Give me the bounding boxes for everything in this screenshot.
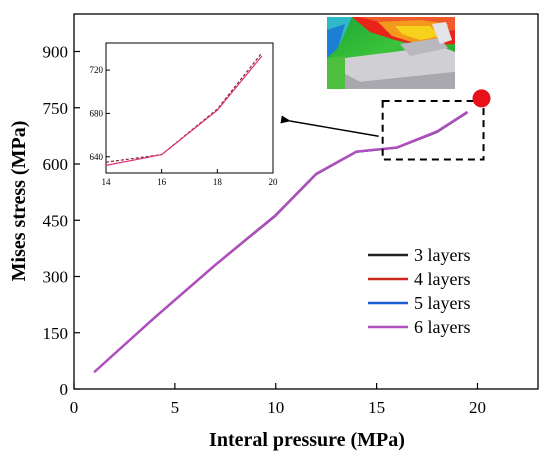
legend-label: 5 layers [414, 293, 470, 313]
inset-chart: 14 16 18 20 640 680 720 [90, 42, 279, 187]
x-axis-title: Interal pressure (MPa) [209, 429, 405, 451]
y-tick-label: 450 [43, 211, 69, 230]
y-axis-ticks: 0 150 300 450 600 750 900 [43, 43, 80, 399]
y-tick-label: 750 [43, 99, 69, 118]
legend-label: 4 layers [414, 269, 470, 289]
x-tick-label: 10 [267, 398, 284, 417]
x-tick-label: 20 [469, 398, 486, 417]
legend-label: 3 layers [414, 245, 470, 265]
stress-contour-image [327, 17, 455, 89]
y-tick-label: 0 [60, 380, 69, 399]
inset-ticks: 14 16 18 20 640 680 720 [90, 65, 279, 187]
inset-x-tick-label: 20 [269, 177, 279, 187]
legend: 3 layers 4 layers 5 layers 6 layers [368, 245, 470, 337]
x-tick-label: 15 [368, 398, 385, 417]
zoom-region-box [381, 100, 485, 161]
y-tick-label: 600 [43, 155, 69, 174]
legend-label: 6 layers [414, 317, 470, 337]
inset-y-tick-label: 640 [90, 152, 104, 162]
x-tick-label: 0 [70, 398, 79, 417]
x-tick-label: 5 [171, 398, 180, 417]
series-line-4 [93, 110, 469, 373]
y-tick-label: 300 [43, 268, 69, 287]
inset-x-tick-label: 14 [102, 177, 112, 187]
inset-x-tick-label: 16 [157, 177, 167, 187]
inset-x-tick-label: 18 [213, 177, 223, 187]
zoom-arrow [280, 115, 379, 137]
inset-series-line-2 [105, 55, 263, 166]
main-series-group [93, 110, 469, 373]
annotation-group [280, 89, 491, 161]
y-tick-label: 150 [43, 324, 69, 343]
inset-frame [105, 42, 274, 174]
inset-y-tick-label: 680 [90, 108, 104, 118]
plot-frame [73, 13, 539, 390]
inset-series-group [105, 52, 263, 166]
y-tick-label: 900 [43, 43, 69, 62]
max-stress-marker [472, 89, 491, 108]
x-axis-ticks: 0 5 10 15 20 [70, 383, 486, 417]
y-axis-title: Mises stress (MPa) [8, 121, 30, 282]
inset-y-tick-label: 720 [90, 65, 104, 75]
